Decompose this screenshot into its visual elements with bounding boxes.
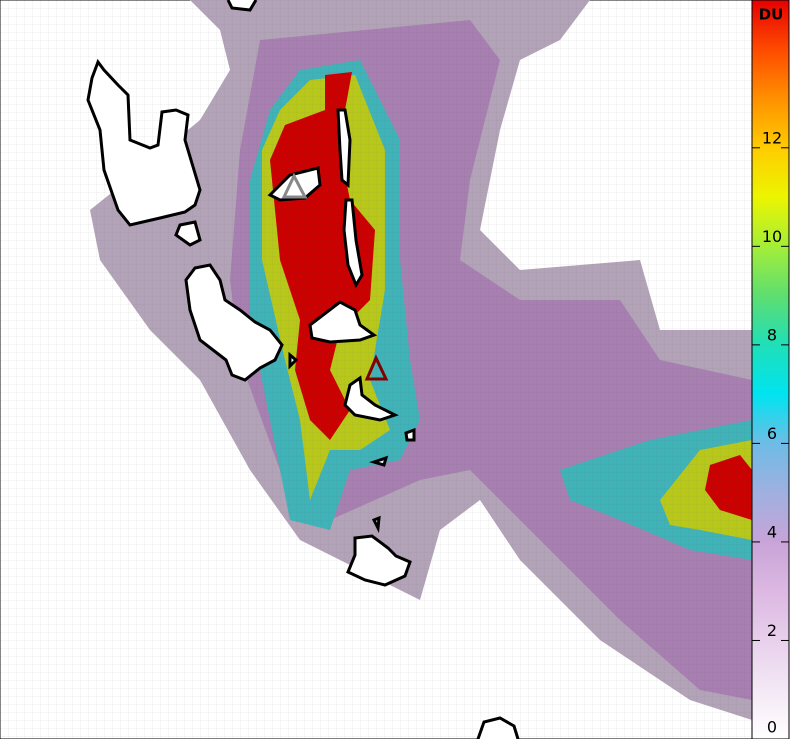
colorbar-tick-label: 0 bbox=[767, 718, 777, 737]
island bbox=[346, 534, 412, 587]
island bbox=[288, 351, 299, 370]
island bbox=[343, 375, 399, 422]
island bbox=[371, 515, 381, 534]
island bbox=[86, 58, 202, 227]
island bbox=[369, 455, 389, 467]
volcano-marker bbox=[281, 172, 308, 199]
colorbar-label: DU bbox=[759, 6, 784, 24]
colorbar-tick-label: 6 bbox=[767, 424, 777, 443]
map bbox=[0, 0, 753, 739]
island bbox=[267, 166, 322, 202]
islands bbox=[86, 0, 520, 739]
island bbox=[184, 263, 284, 382]
island bbox=[476, 716, 520, 739]
colorbar-tick-label: 2 bbox=[767, 621, 777, 640]
island bbox=[336, 108, 352, 189]
island bbox=[308, 300, 378, 344]
island bbox=[226, 0, 258, 12]
island bbox=[342, 198, 364, 289]
colorbar-tick-label: 12 bbox=[762, 128, 782, 147]
colorbar-ramp bbox=[751, 0, 790, 739]
colorbar: DU 0 2 4 6 8 10 12 bbox=[751, 0, 790, 739]
colorbar-tick-label: 10 bbox=[762, 227, 782, 246]
volcano-marker bbox=[364, 354, 389, 381]
colorbar-tick-label: 4 bbox=[767, 522, 777, 541]
colorbar-tick-label: 8 bbox=[767, 325, 777, 344]
island bbox=[404, 427, 416, 442]
island bbox=[174, 220, 202, 247]
